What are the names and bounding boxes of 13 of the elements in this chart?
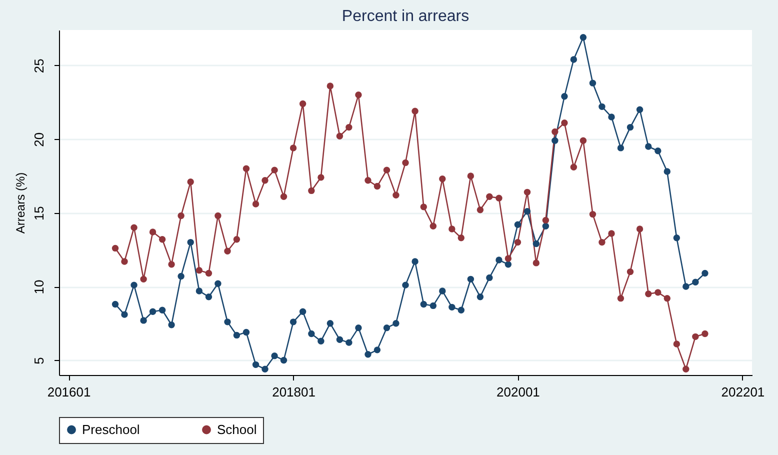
y-tick-label: 25 [32, 58, 46, 74]
y-tick-label: 15 [32, 206, 46, 221]
x-tick-label: 202001 [496, 384, 540, 400]
y-tick-label: 20 [32, 132, 46, 147]
y-tick-label: 10 [32, 280, 46, 294]
x-tick-label: 201601 [47, 384, 91, 400]
y-axis-title: Arrears (%) [14, 172, 28, 234]
legend-label: Preschool [82, 422, 140, 437]
x-tick-label: 202201 [721, 384, 765, 400]
legend-label: School [217, 422, 257, 437]
y-tick-label: 5 [32, 357, 46, 364]
chart-title: Percent in arrears [342, 8, 470, 25]
x-tick-label: 201801 [272, 384, 316, 400]
